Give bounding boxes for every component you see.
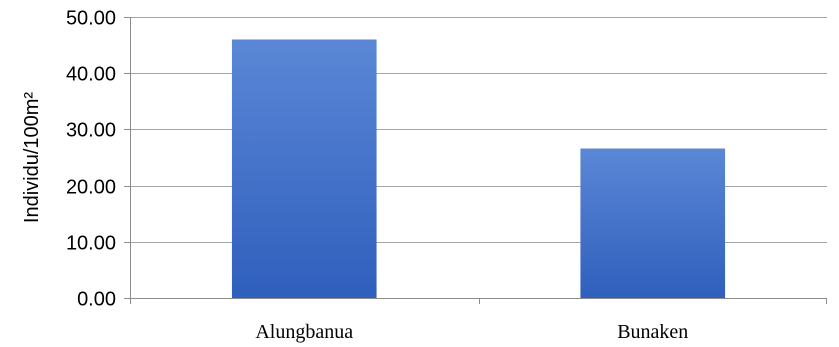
y-tick-label: 0.00: [77, 289, 116, 311]
x-tick-label: Alungbanua: [255, 321, 353, 343]
bar-bunaken: [580, 148, 726, 298]
x-tick-label: Bunaken: [617, 321, 688, 343]
y-tick-label: 10.00: [66, 233, 116, 255]
y-tick-label: 40.00: [66, 64, 116, 86]
y-tick-label: 20.00: [66, 177, 116, 199]
y-tick-labels: 0.00 10.00 20.00 30.00 40.00 50.00: [66, 8, 116, 311]
y-tick-label: 50.00: [66, 8, 116, 30]
y-axis-label: Individu/100m²: [21, 92, 43, 224]
bar-alungbanua: [231, 39, 377, 298]
y-tick-label: 30.00: [66, 120, 116, 142]
axes: [124, 17, 827, 304]
x-tick-labels: Alungbanua Bunaken: [255, 321, 688, 343]
bars: [231, 39, 726, 298]
